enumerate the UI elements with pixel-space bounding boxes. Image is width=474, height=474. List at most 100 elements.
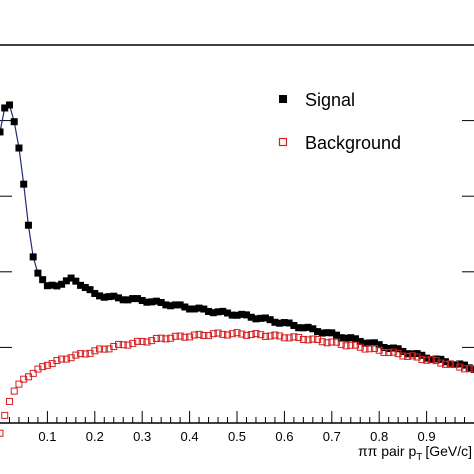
signal-marker: [20, 180, 28, 188]
background-marker: [238, 330, 246, 338]
signal-marker: [446, 360, 454, 368]
signal-marker: [314, 328, 322, 336]
signal-marker: [115, 294, 122, 302]
signal-marker: [328, 329, 336, 337]
signal-marker: [214, 308, 222, 316]
signal-marker: [53, 282, 61, 290]
background-marker: [385, 349, 393, 357]
signal-marker: [366, 339, 374, 347]
signal-marker: [157, 298, 165, 306]
background-marker: [418, 355, 426, 363]
signal-marker: [181, 303, 189, 311]
signal-marker: [209, 309, 217, 317]
background-marker: [257, 331, 265, 339]
background-marker: [380, 348, 388, 356]
background-marker: [356, 343, 364, 351]
signal-marker: [233, 311, 241, 319]
background-marker: [15, 380, 23, 388]
background-marker: [233, 329, 241, 337]
signal-marker: [167, 302, 175, 310]
background-marker: [309, 335, 317, 343]
signal-marker: [252, 315, 260, 323]
background-marker: [53, 357, 61, 365]
signal-marker: [385, 344, 393, 352]
signal-marker: [129, 295, 137, 303]
background-marker: [91, 347, 99, 355]
background-marker: [299, 335, 307, 343]
background-marker: [247, 331, 255, 339]
background-marker: [465, 365, 473, 373]
x-axis-title: ππ pair pT [GeV/c]: [358, 443, 472, 463]
background-marker: [181, 333, 189, 341]
signal-marker: [176, 301, 184, 309]
background-marker: [224, 331, 232, 339]
background-marker: [399, 352, 407, 360]
x-tick-label: 0.5: [228, 429, 246, 444]
background-marker: [43, 361, 51, 369]
signal-marker: [91, 289, 99, 297]
signal-marker: [1, 104, 9, 112]
signal-marker: [205, 307, 213, 315]
background-marker: [152, 334, 160, 342]
signal-marker: [347, 334, 355, 342]
background-marker: [167, 334, 175, 342]
background-marker: [29, 369, 37, 377]
signal-marker: [361, 339, 369, 347]
signal-marker: [5, 101, 13, 109]
signal-marker: [271, 318, 279, 326]
signal-marker: [29, 253, 37, 261]
x-tick-label: 0.2: [86, 429, 104, 444]
signal-marker: [100, 293, 108, 301]
signal-marker: [81, 284, 89, 292]
signal-marker: [105, 293, 113, 301]
signal-marker: [133, 295, 141, 303]
background-marker: [110, 343, 118, 351]
signal-marker: [261, 314, 269, 322]
signal-marker: [34, 269, 42, 277]
signal-marker: [323, 329, 331, 337]
signal-marker: [451, 361, 459, 369]
signal-marker: [437, 355, 445, 363]
signal-marker: [186, 305, 194, 313]
background-marker: [58, 355, 66, 363]
signal-marker: [432, 355, 440, 363]
background-marker: [171, 332, 179, 340]
background-marker: [205, 332, 213, 340]
legend-marker-background: [278, 137, 288, 147]
background-marker: [157, 334, 165, 342]
background-marker: [280, 334, 288, 342]
background-marker: [304, 336, 312, 344]
signal-marker: [290, 321, 298, 329]
background-marker: [176, 332, 184, 340]
background-marker: [323, 339, 331, 347]
y-axis-ticks: [0, 120, 474, 348]
signal-marker: [138, 296, 146, 304]
series-signal: [0, 101, 474, 373]
background-marker: [209, 330, 217, 338]
signal-marker: [43, 282, 51, 290]
background-marker: [446, 360, 454, 368]
signal-marker: [10, 118, 18, 126]
background-marker: [39, 363, 47, 371]
signal-marker: [15, 144, 23, 152]
plot-frame: [0, 44, 474, 424]
signal-marker: [408, 350, 416, 358]
signal-marker: [219, 307, 227, 315]
background-marker: [10, 387, 18, 395]
signal-marker: [342, 334, 350, 342]
background-marker: [290, 333, 298, 341]
background-marker: [328, 338, 336, 346]
background-marker: [442, 360, 450, 368]
signal-marker: [124, 296, 132, 304]
background-marker: [219, 330, 227, 338]
signal-marker: [295, 324, 303, 332]
background-marker: [370, 344, 378, 352]
background-marker: [143, 338, 151, 346]
signal-marker: [427, 355, 435, 363]
background-marker: [404, 352, 412, 360]
background-marker: [5, 397, 13, 405]
background-marker: [214, 329, 222, 337]
background-marker: [72, 351, 80, 359]
signal-marker: [24, 221, 32, 229]
signal-marker: [461, 361, 469, 369]
